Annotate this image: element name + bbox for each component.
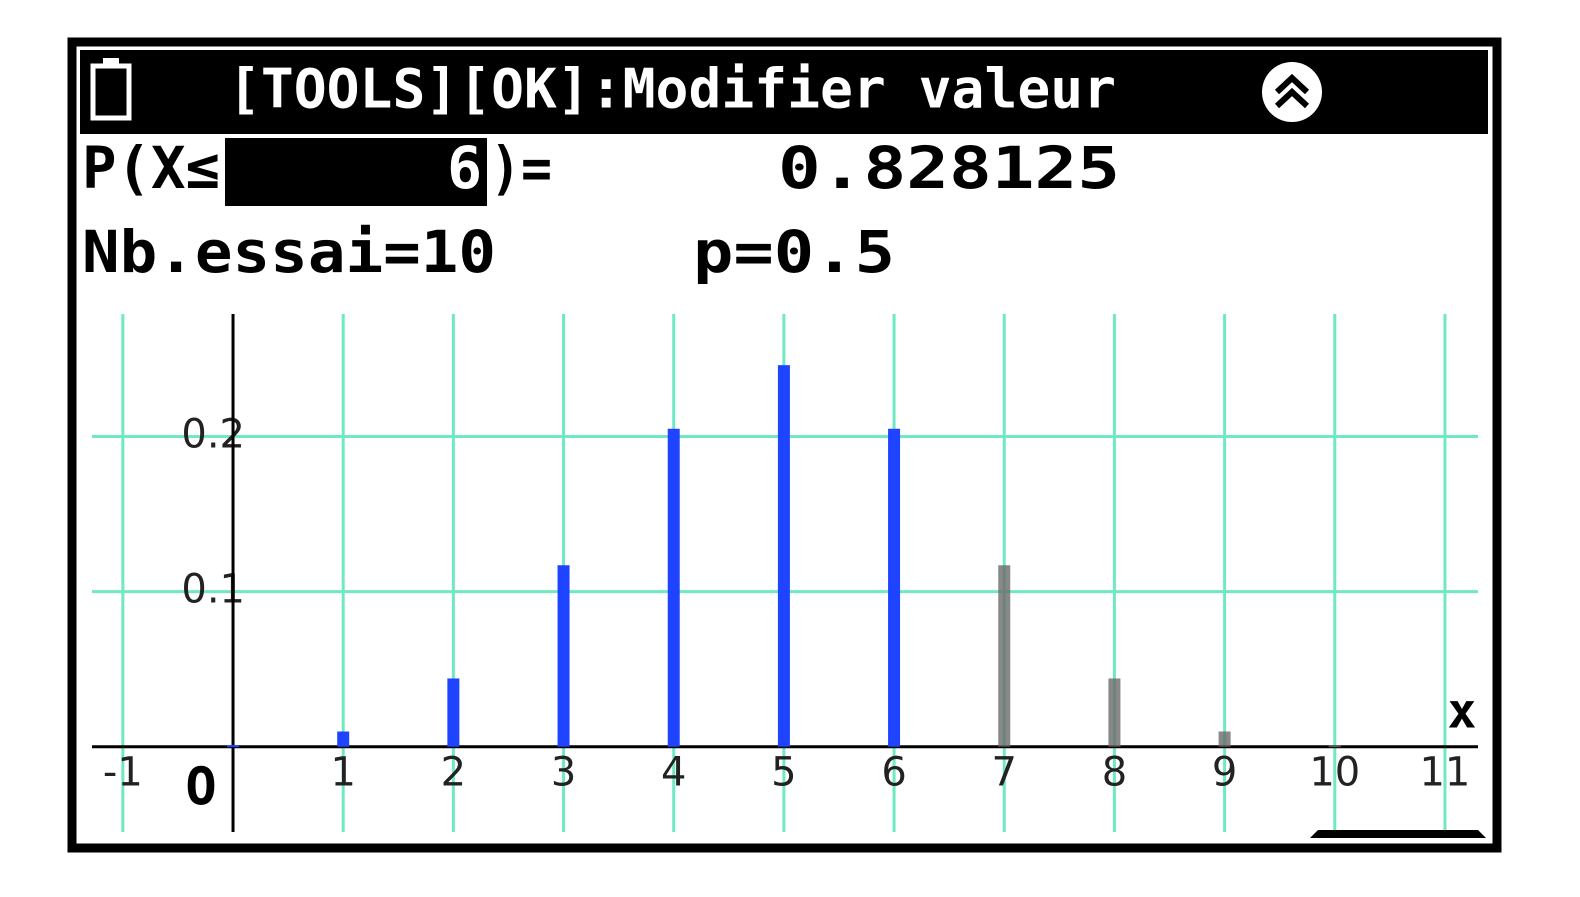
scroll-tab xyxy=(1310,830,1486,838)
plot: -1 1 2 3 4 5 6 7 8 9 10 11 0.1 0.2 Ox xyxy=(92,314,1478,832)
scroll-up-button[interactable] xyxy=(1262,62,1322,122)
x-tick-label: 11 xyxy=(1419,750,1470,796)
x-tick-label: 6 xyxy=(881,750,906,796)
x-tick-label: 8 xyxy=(1102,750,1127,796)
x-tick-label: -1 xyxy=(103,750,143,796)
bar xyxy=(557,565,570,747)
bar xyxy=(227,745,240,748)
y-tick-label: 0.2 xyxy=(181,412,245,458)
bar xyxy=(337,731,350,747)
formula-suffix: )= xyxy=(490,134,552,202)
bar xyxy=(888,428,901,747)
result: 0.828125 xyxy=(778,134,1120,202)
x-tick-label: 5 xyxy=(771,750,796,796)
bar xyxy=(998,565,1011,747)
x-tick-label: 10 xyxy=(1309,750,1360,796)
formula-prefix: P(X≤ xyxy=(82,134,220,202)
x-tick-label: 3 xyxy=(551,750,576,796)
x-tick-label: 2 xyxy=(441,750,466,796)
input-field[interactable] xyxy=(225,138,487,206)
battery-icon xyxy=(90,58,132,121)
y-tick-label: 0.1 xyxy=(181,567,245,613)
x-tick-label: 4 xyxy=(661,750,686,796)
trials: Nb.essai=10 xyxy=(82,218,496,286)
x-tick-label: 1 xyxy=(330,750,355,796)
header-text: [TOOLS][OK]:Modifier valeur xyxy=(228,58,1116,121)
bar xyxy=(1218,731,1231,747)
bar xyxy=(667,428,680,747)
bar xyxy=(777,365,790,747)
input-value[interactable]: 6 xyxy=(447,134,482,202)
probability: p=0.5 xyxy=(693,218,895,286)
bar xyxy=(447,678,460,747)
x-tick-label: 7 xyxy=(992,750,1017,796)
x-tick-label: 9 xyxy=(1212,750,1237,796)
bar xyxy=(1328,745,1341,748)
bar xyxy=(1108,678,1121,747)
x-axis-label: x xyxy=(1448,684,1477,740)
origin-label: O xyxy=(185,758,216,818)
header-bar xyxy=(80,50,1488,134)
